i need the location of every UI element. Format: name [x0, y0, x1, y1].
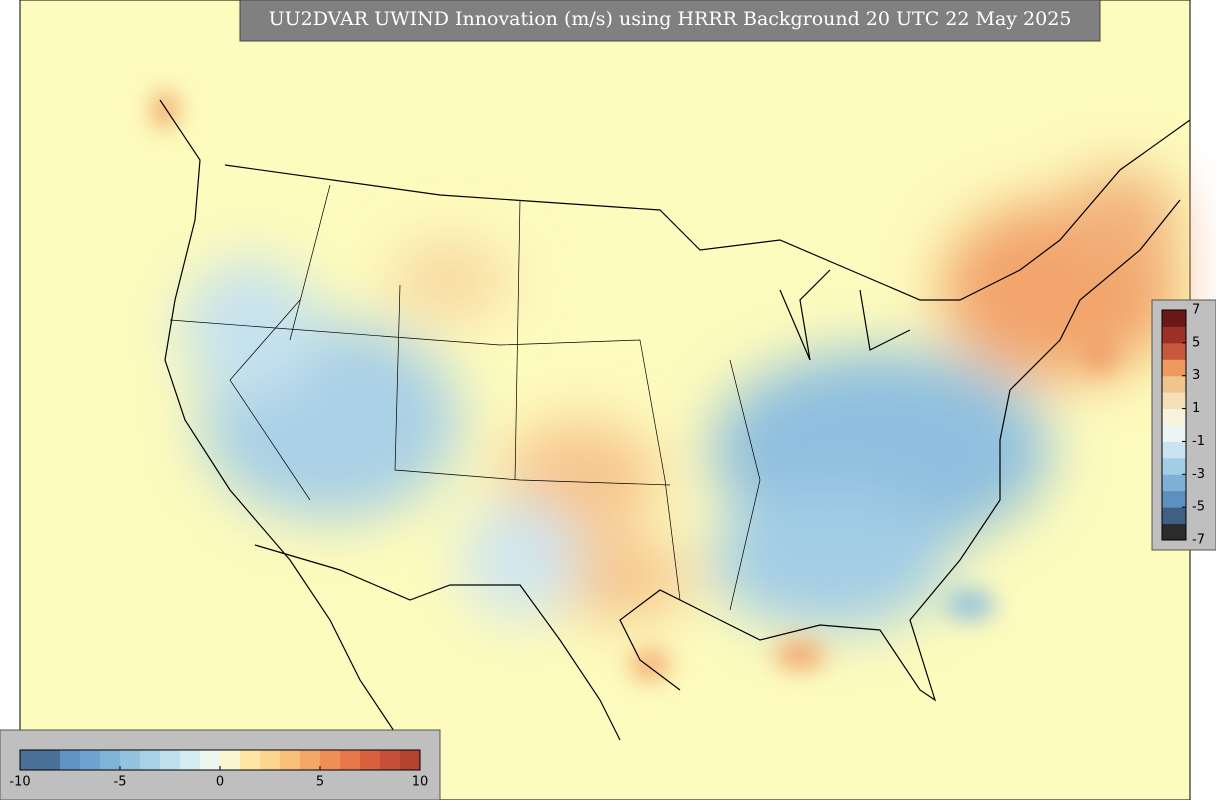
colorbar-tick-label: -10: [9, 775, 30, 790]
colorbar-segment: [300, 750, 321, 770]
innovation-detail: [153, 92, 1115, 680]
colorbar-segment: [260, 750, 281, 770]
colorbar-horizontal: -10 -5 0 5 10: [9, 749, 429, 790]
coastline: [619, 199, 1181, 702]
boundaries: [159, 99, 1191, 800]
colorbar-segment: [220, 750, 241, 770]
colorbar-vertical: 7 5 3 1 -1 -3 -5 -7: [1161, 303, 1205, 548]
colorbar-segment: [80, 750, 101, 770]
colorbar-tick-label: -5: [114, 775, 127, 790]
title-box: [239, 0, 1101, 42]
colorbar-segment: [400, 750, 421, 770]
colorbar-tick-label: 5: [316, 775, 324, 790]
coastline: [159, 99, 421, 800]
colorbar-tick-label: 3: [1192, 368, 1200, 383]
colorbar-segment: [1162, 359, 1186, 377]
field-blob: [1060, 170, 1180, 270]
colorbar-segment: [1162, 310, 1186, 327]
colorbar-tick-label: 1: [1192, 401, 1200, 416]
colorbar-segment: [1162, 523, 1186, 541]
colorbar-segment: [160, 750, 181, 770]
colorbar-segment: [1162, 342, 1186, 360]
colorbar-tick-label: 5: [1192, 335, 1200, 350]
colorbar-tick-label: -3: [1192, 467, 1205, 482]
colorbar-segment: [40, 750, 61, 770]
field-blob: [390, 240, 510, 320]
colorbar-segment: [1162, 507, 1186, 525]
colorbar-tick-label: 10: [412, 775, 429, 790]
colorbar-tick-label: -1: [1192, 434, 1205, 449]
border: [224, 119, 1191, 301]
colorbar-frame: [1161, 309, 1187, 541]
colorbar-segment: [240, 750, 261, 770]
field-blob: [1085, 340, 1115, 370]
colorbar-segment: [120, 750, 141, 770]
colorbar-segment: [320, 750, 341, 770]
field-blob: [550, 540, 690, 620]
colorbar-segment: [280, 750, 301, 770]
map-title: UU2DVAR UWIND Innovation (m/s) using HRR…: [269, 8, 1072, 30]
field-blob: [775, 640, 825, 670]
colorbar-segment: [180, 750, 201, 770]
colorbar-segment: [200, 750, 221, 770]
colorbar-segment: [1162, 408, 1186, 426]
colorbar-segment: [1162, 490, 1186, 508]
colorbar-segment: [20, 750, 41, 770]
colorbar-segment: [1162, 457, 1186, 475]
colorbar-tick-label: 7: [1192, 303, 1200, 318]
field-blob: [630, 650, 670, 680]
colorbar-segment: [1162, 441, 1186, 459]
colorbar-segment: [360, 750, 381, 770]
colorbar-segment: [1162, 392, 1186, 410]
colorbar-segment: [1162, 326, 1186, 344]
lakes: [779, 269, 911, 361]
field-blob: [945, 590, 995, 620]
field-blob: [710, 490, 950, 630]
colorbar-segment: [140, 750, 161, 770]
field-blob: [460, 500, 580, 620]
field-blob: [153, 92, 177, 128]
colorbar-segment: [340, 750, 361, 770]
colorbar-segment: [60, 750, 81, 770]
colorbar-tick-label: 0: [216, 775, 224, 790]
field-blob: [180, 260, 320, 400]
colorbar-tick-label: -7: [1192, 533, 1205, 548]
colorbar-segment: [100, 750, 121, 770]
colorbar-segment: [380, 750, 401, 770]
colorbar-segment: [1162, 375, 1186, 393]
colorbar-segment: [1162, 425, 1186, 442]
colorbar-tick-label: -5: [1192, 500, 1205, 515]
colorbar-segment: [1162, 474, 1186, 492]
border: [254, 544, 621, 741]
state-lines: [169, 184, 761, 611]
